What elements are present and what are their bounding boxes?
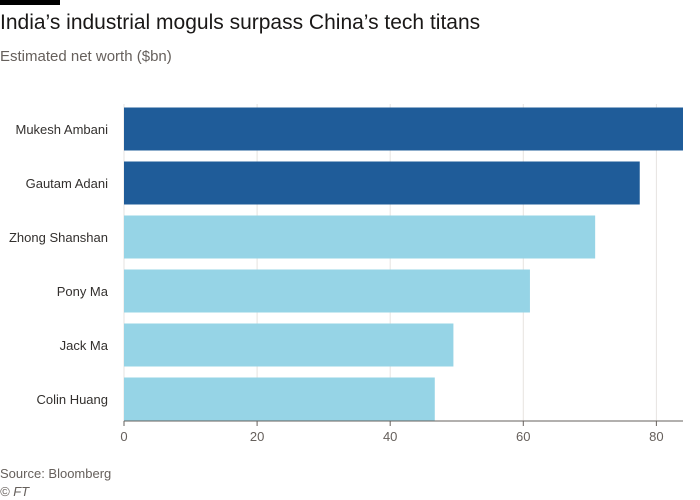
top-rule [0, 0, 60, 5]
category-label: Pony Ma [57, 284, 109, 299]
category-label: Zhong Shanshan [9, 230, 108, 245]
x-tick-label: 80 [649, 429, 663, 444]
x-tick-label: 0 [120, 429, 127, 444]
x-tick-label: 60 [516, 429, 530, 444]
copyright-note: © FT [0, 484, 30, 499]
chart-subtitle: Estimated net worth ($bn) [0, 48, 172, 65]
bar [124, 161, 640, 205]
x-tick-label: 20 [250, 429, 264, 444]
category-label: Gautam Adani [26, 176, 108, 191]
x-tick-label: 40 [383, 429, 397, 444]
source-note: Source: Bloomberg [0, 466, 112, 481]
bar [124, 323, 454, 367]
category-label: Mukesh Ambani [16, 122, 109, 137]
bar [124, 377, 435, 421]
category-label: Jack Ma [60, 338, 109, 353]
bar-chart: Mukesh Ambani Gautam Adani Zhong Shanshan P… [9, 104, 683, 444]
chart-title: India’s industrial moguls surpass China’… [0, 11, 481, 34]
bar [124, 215, 596, 259]
category-label: Colin Huang [36, 392, 108, 407]
bar [124, 107, 683, 151]
bar [124, 269, 530, 313]
